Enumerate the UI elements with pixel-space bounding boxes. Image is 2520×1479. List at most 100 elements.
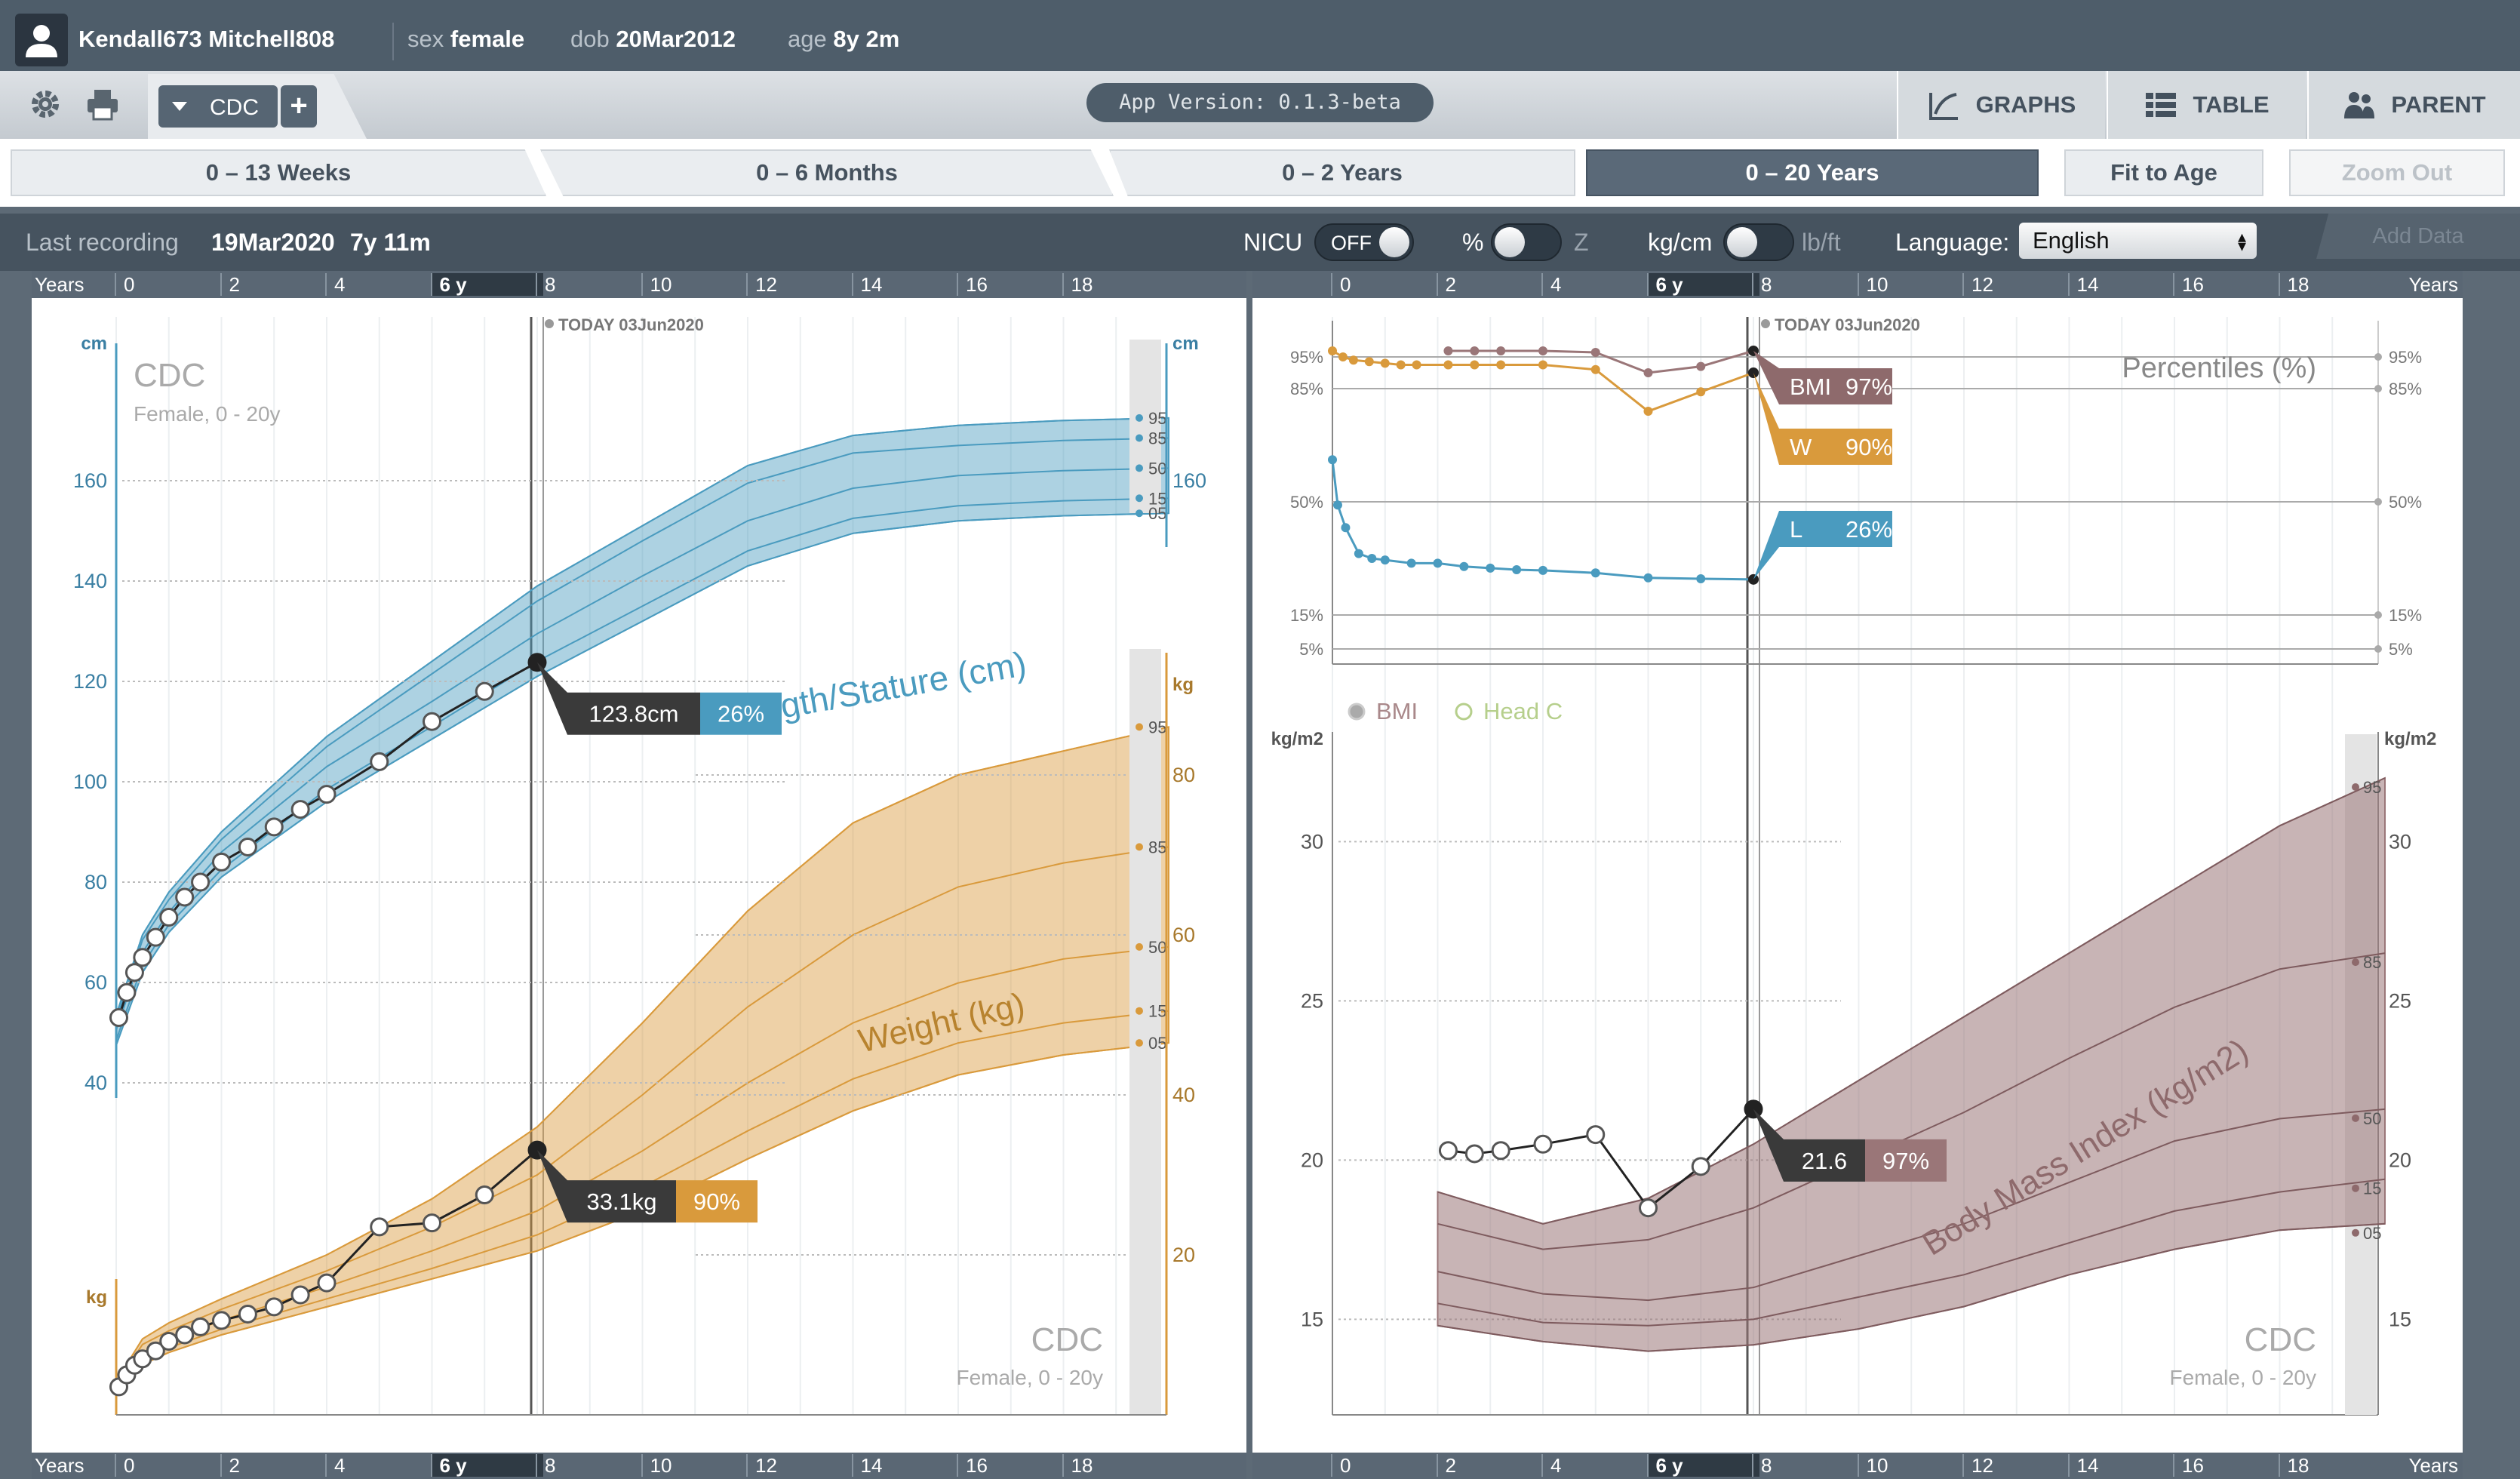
weight-pct-dot — [1136, 1039, 1143, 1047]
bmi-point — [1639, 1198, 1658, 1218]
year-tick: 10 — [641, 273, 671, 296]
year-tick: 16 — [2173, 273, 2204, 296]
bmi-point — [1464, 1144, 1484, 1164]
range-13-weeks[interactable]: 0 – 13 Weeks — [11, 149, 546, 196]
length-point — [527, 653, 547, 672]
percent-z-toggle[interactable] — [1491, 223, 1562, 261]
length-point — [133, 948, 152, 967]
weight-point — [175, 1325, 195, 1345]
weight-point — [317, 1273, 337, 1293]
length-pct-label: 50 — [1148, 459, 1166, 478]
pct-point — [1512, 565, 1522, 574]
length-tick: 60 — [85, 971, 107, 994]
pct-tick: 85% — [1290, 380, 1323, 398]
pct-point — [1341, 523, 1351, 533]
bmi-pct-dot — [2352, 1228, 2359, 1237]
printer-icon — [88, 90, 118, 121]
pct-point — [1443, 346, 1453, 355]
pct-point — [1380, 358, 1390, 368]
units-toggle[interactable] — [1723, 223, 1794, 261]
length-point — [191, 872, 211, 892]
length-weight-chart[interactable]: TODAY 03Jun20209585501505958550150540608… — [32, 298, 1246, 1453]
years-label: Years — [35, 1454, 85, 1477]
bmi-pct-label: 95 — [2363, 778, 2381, 797]
zoom-out-button[interactable]: Zoom Out — [2289, 149, 2505, 196]
year-tick: 12 — [1962, 273, 1993, 296]
bmi-pct-label: 85 — [2363, 953, 2381, 972]
settings-button[interactable] — [23, 81, 68, 127]
weight-pct-dot — [1136, 1007, 1143, 1015]
tab-table-label: TABLE — [2193, 91, 2270, 118]
bmi-percentile-line — [1437, 952, 2386, 1250]
weight-callout-bg — [567, 1180, 676, 1223]
year-tick: 8 — [536, 273, 555, 296]
percentiles-title: Percentiles (%) — [2122, 352, 2316, 384]
length-pct-label: 95 — [1148, 409, 1166, 428]
chart-source-label: CDC — [210, 95, 259, 120]
year-tick: 0 — [1331, 1454, 1351, 1477]
weight-point — [423, 1213, 441, 1233]
year-tick: 14 — [851, 273, 882, 296]
bmi-point — [1491, 1141, 1510, 1161]
length-unit: cm — [81, 334, 107, 354]
pct-tick-dot — [2374, 385, 2382, 392]
length-tick-right: 160 — [1172, 469, 1206, 492]
year-tick: 10 — [1857, 273, 1888, 296]
length-tick: 40 — [85, 1072, 107, 1094]
pct-point — [1643, 573, 1653, 583]
year-tick: 6 y — [1646, 1454, 1759, 1477]
language-label: Language: — [1895, 229, 2010, 256]
pct-point — [1538, 346, 1547, 355]
fit-to-age-button[interactable]: Fit to Age — [2064, 149, 2263, 196]
user-icon — [26, 25, 57, 57]
nicu-toggle[interactable]: OFF — [1314, 223, 1414, 261]
tab-parent[interactable]: PARENT — [2307, 71, 2520, 139]
pct-tick: 5% — [1299, 640, 1323, 659]
length-tick: 120 — [73, 670, 107, 693]
weight-callout-pointer — [537, 1150, 567, 1223]
bmi-point — [1438, 1141, 1458, 1161]
length-tick: 160 — [73, 469, 107, 492]
length-point — [124, 963, 144, 982]
avatar[interactable] — [15, 14, 68, 66]
chart-source-dropdown[interactable]: CDC — [158, 85, 278, 128]
add-chart-button[interactable]: + — [281, 85, 317, 128]
range-20-years[interactable]: 0 – 20 Years — [1586, 149, 2039, 196]
gear-icon — [32, 91, 59, 118]
range-2-years[interactable]: 0 – 2 Years — [1109, 149, 1575, 196]
weight-unit-right: kg — [1172, 675, 1194, 695]
print-button[interactable] — [80, 81, 125, 127]
chart-subtitle-bottom: Female, 0 - 20y — [956, 1366, 1103, 1389]
bmi-latest-value: 21.6 — [1802, 1148, 1847, 1174]
year-tick: 8 — [536, 1454, 555, 1477]
w-tag-pointer — [1753, 373, 1779, 465]
bmi-percentile-line — [1437, 1108, 2386, 1302]
weight-pct-label: 15 — [1148, 1002, 1166, 1021]
tab-table[interactable]: TABLE — [2107, 71, 2306, 139]
pct-tick-dot — [2374, 611, 2382, 619]
weight-latest-percentile: 90% — [693, 1188, 740, 1215]
length-point — [264, 817, 284, 837]
weight-point — [290, 1285, 310, 1305]
year-tick: 12 — [746, 273, 777, 296]
pct-point — [1486, 563, 1495, 573]
language-select[interactable]: English ▴ ▾ — [2019, 223, 2257, 259]
pct-point — [1470, 346, 1480, 355]
length-point — [117, 982, 137, 1002]
tab-graphs[interactable]: GRAPHS — [1897, 71, 2105, 139]
year-tick: 8 — [1752, 1454, 1772, 1477]
year-tick: 16 — [957, 1454, 988, 1477]
add-data-button[interactable]: Add Data — [2316, 214, 2520, 259]
bmi-tag-bg — [1779, 368, 1892, 404]
length-point — [109, 1008, 128, 1028]
weight-pct-label: 85 — [1148, 838, 1166, 856]
w-tag-value: 90% — [1845, 434, 1892, 460]
range-6-months[interactable]: 0 – 6 Months — [540, 149, 1114, 196]
weight-tick: 20 — [1172, 1244, 1195, 1266]
percentile-bmi-chart[interactable]: TODAY 03Jun2020 5% 5% 15% 15% 50% 50% 85% 85% 95%… — [1252, 298, 2463, 1453]
length-point — [238, 837, 257, 856]
length-point — [317, 785, 337, 804]
length-pct-dot — [1136, 509, 1143, 518]
years-label: Years — [35, 273, 85, 296]
today-dot — [545, 319, 554, 328]
